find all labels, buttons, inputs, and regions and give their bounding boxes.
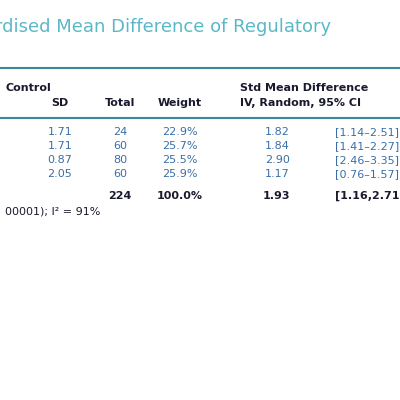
Text: 1.82: 1.82 <box>265 127 290 137</box>
Text: Std Mean Difference: Std Mean Difference <box>240 83 368 93</box>
Text: rdised Mean Difference of Regulatory: rdised Mean Difference of Regulatory <box>0 18 331 36</box>
Text: SD: SD <box>51 98 69 108</box>
Text: 22.9%: 22.9% <box>162 127 198 137</box>
Text: [1.41–2.27]: [1.41–2.27] <box>335 141 399 151</box>
Text: 00001); I² = 91%: 00001); I² = 91% <box>5 207 100 217</box>
Text: 25.7%: 25.7% <box>162 141 198 151</box>
Text: 1.71: 1.71 <box>48 141 72 151</box>
Text: Weight: Weight <box>158 98 202 108</box>
Text: 0.87: 0.87 <box>48 155 72 165</box>
Text: 60: 60 <box>113 169 127 179</box>
Text: 24: 24 <box>113 127 127 137</box>
Text: 224: 224 <box>108 191 132 201</box>
Text: 2.05: 2.05 <box>48 169 72 179</box>
Text: 100.0%: 100.0% <box>157 191 203 201</box>
Text: IV, Random, 95% CI: IV, Random, 95% CI <box>240 98 361 108</box>
Text: 1.71: 1.71 <box>48 127 72 137</box>
Text: 1.17: 1.17 <box>265 169 290 179</box>
Text: 1.84: 1.84 <box>265 141 290 151</box>
Text: 25.9%: 25.9% <box>162 169 198 179</box>
Text: 60: 60 <box>113 141 127 151</box>
Text: 1.93: 1.93 <box>262 191 290 201</box>
Text: Total: Total <box>105 98 135 108</box>
Text: 80: 80 <box>113 155 127 165</box>
Text: [1.16,2.71]: [1.16,2.71] <box>335 191 400 201</box>
Text: [0.76–1.57]: [0.76–1.57] <box>335 169 399 179</box>
Text: [2.46–3.35]: [2.46–3.35] <box>335 155 399 165</box>
Text: 25.5%: 25.5% <box>162 155 198 165</box>
Text: Control: Control <box>5 83 51 93</box>
Text: 2.90: 2.90 <box>265 155 290 165</box>
Text: [1.14–2.51]: [1.14–2.51] <box>335 127 399 137</box>
